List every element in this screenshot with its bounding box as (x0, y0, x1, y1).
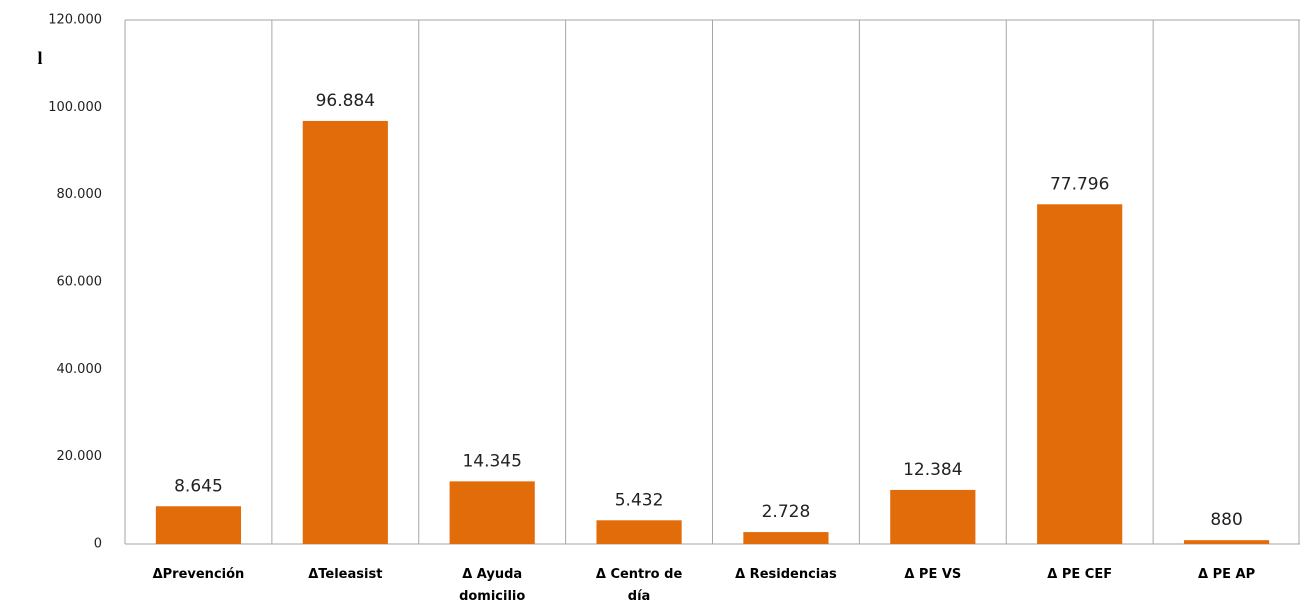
bar (302, 120, 388, 544)
bar (1037, 204, 1123, 544)
x-tick-label: ΔPrevención (152, 567, 245, 582)
y-tick-label: 20.000 (57, 449, 103, 464)
x-tick-label: Δ Centro de día (595, 567, 683, 604)
data-label: 96.884 (316, 91, 375, 111)
data-label: 5.432 (615, 490, 664, 510)
y-axis-label: l (37, 48, 42, 68)
y-tick-label: 120.000 (48, 13, 102, 28)
bar (1183, 540, 1270, 544)
bar (890, 489, 976, 544)
x-tick-label: Δ PE CEF (1047, 567, 1113, 582)
x-tick-label: Δ Ayuda domicilio (459, 567, 526, 604)
x-tick-label: Δ PE VS (904, 567, 962, 582)
x-tick-label: ΔTeleasist (308, 567, 383, 582)
data-label: 14.345 (462, 451, 521, 471)
y-tick-label: 100.000 (48, 100, 102, 115)
y-tick-label: 40.000 (57, 362, 103, 377)
x-tick-label: Δ Residencias (735, 567, 837, 582)
y-tick-label: 0 (94, 537, 102, 552)
data-label: 77.796 (1050, 174, 1109, 194)
data-label: 2.728 (762, 502, 811, 522)
data-label: 880 (1210, 510, 1242, 530)
y-tick-label: 60.000 (57, 275, 103, 290)
bar (449, 481, 535, 544)
bar (155, 506, 242, 544)
x-tick-label: Δ PE AP (1198, 567, 1256, 582)
bar (596, 520, 682, 544)
data-label: 12.384 (903, 460, 962, 480)
y-tick-label: 80.000 (57, 187, 103, 202)
data-label: 8.645 (174, 476, 223, 496)
bar (743, 532, 829, 544)
